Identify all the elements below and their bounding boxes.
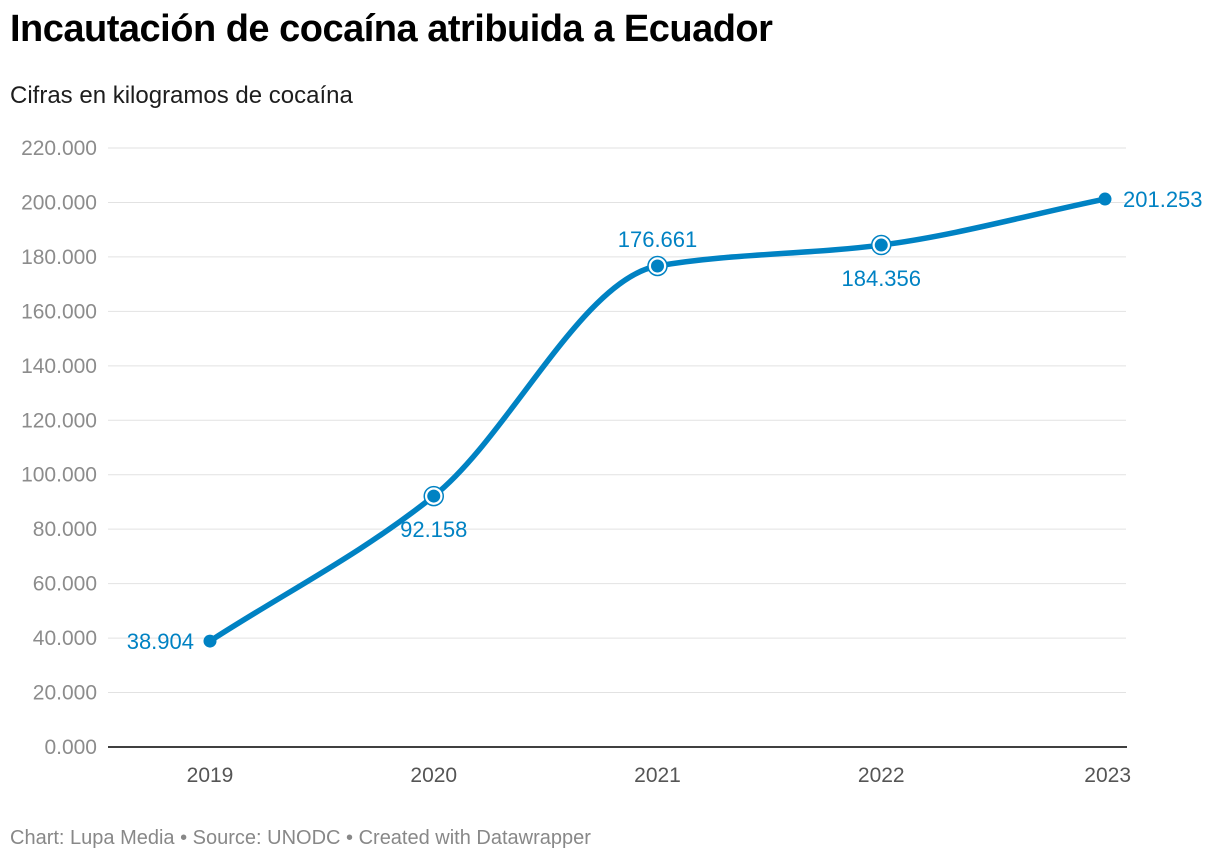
series-line — [207, 196, 1108, 644]
data-point — [874, 238, 888, 252]
gridlines — [108, 147, 1126, 694]
y-tick-label: 20.000 — [33, 682, 97, 705]
data-label: 38.904 — [127, 629, 194, 654]
chart-credit: Chart: Lupa Media • Source: UNODC • Crea… — [10, 827, 591, 849]
y-tick-label: 220.000 — [21, 137, 97, 160]
y-tick-label: 60.000 — [33, 573, 97, 596]
x-tick-label: 2020 — [410, 764, 457, 787]
chart-subtitle: Cifras en kilogramos de cocaína — [10, 82, 353, 109]
chart-title: Incautación de cocaína atribuida a Ecuad… — [10, 8, 773, 50]
x-tick-label: 2021 — [634, 764, 681, 787]
series-line-group — [207, 196, 1108, 644]
y-tick-label: 40.000 — [33, 627, 97, 650]
data-point — [651, 259, 664, 273]
x-tick-label: 2023 — [1084, 764, 1131, 787]
data-label: 176.661 — [618, 227, 698, 252]
y-tick-label: 80.000 — [33, 518, 97, 541]
data-point — [427, 489, 441, 503]
x-tick-label: 2022 — [858, 764, 905, 787]
y-tick-label: 0.000 — [44, 736, 97, 759]
data-point — [203, 634, 217, 648]
data-label: 92.158 — [400, 517, 467, 542]
y-tick-label: 100.000 — [21, 464, 97, 487]
y-axis-ticks: 0.000 20.000 40.000 60.000 80.000 100.000 120.… — [21, 137, 97, 759]
data-point — [1098, 192, 1112, 206]
x-axis-ticks: 2019 2020 2021 2022 2023 — [187, 764, 1131, 787]
data-points — [203, 192, 1112, 648]
y-tick-label: 120.000 — [21, 409, 97, 432]
data-labels: 38.904 92.158 176.661 184.356 201.253 — [127, 187, 1203, 654]
y-tick-label: 160.000 — [21, 300, 97, 323]
data-label: 184.356 — [841, 266, 921, 291]
x-tick-label: 2019 — [187, 764, 234, 787]
y-tick-label: 200.000 — [21, 191, 97, 214]
y-tick-label: 180.000 — [21, 246, 97, 269]
y-tick-label: 140.000 — [21, 355, 97, 378]
data-label: 201.253 — [1123, 187, 1203, 212]
